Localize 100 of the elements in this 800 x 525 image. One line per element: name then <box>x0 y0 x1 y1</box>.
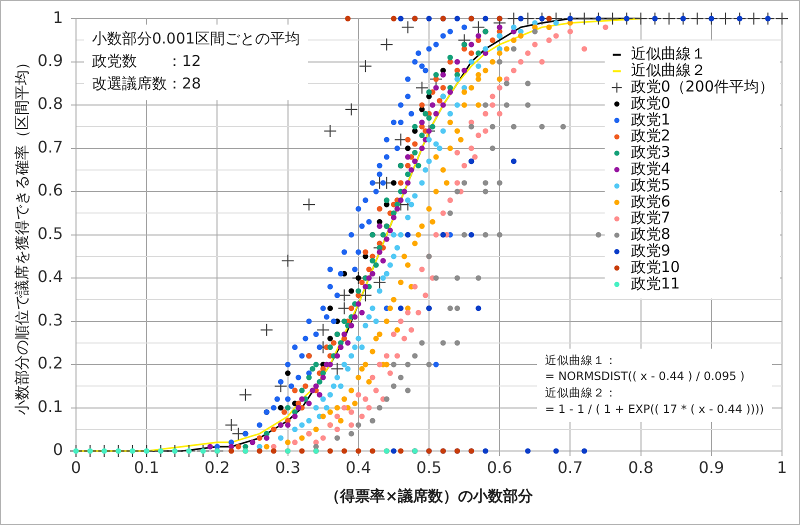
point <box>510 24 517 30</box>
point <box>299 422 305 428</box>
point <box>546 16 552 22</box>
point <box>278 435 284 441</box>
point <box>320 374 326 380</box>
point <box>436 98 442 104</box>
point <box>348 430 354 437</box>
x-tick-label: 0 <box>70 458 82 477</box>
point <box>398 374 404 380</box>
point <box>292 414 298 420</box>
point <box>426 136 432 142</box>
point <box>387 262 393 268</box>
point <box>510 46 517 52</box>
point <box>362 284 368 290</box>
x-tick-label: 0.5 <box>416 458 442 477</box>
point <box>384 396 390 402</box>
point <box>433 275 439 281</box>
point <box>87 448 93 454</box>
point <box>341 362 348 368</box>
point <box>316 379 322 385</box>
point <box>292 388 298 394</box>
point <box>390 16 396 22</box>
point <box>101 448 108 454</box>
annotation: 小数部分0.001区間ごとの平均 <box>92 30 300 48</box>
point <box>348 322 354 328</box>
x-tick-label: 0.7 <box>557 458 583 477</box>
point <box>302 383 308 389</box>
point <box>352 344 358 350</box>
point <box>390 362 396 368</box>
point <box>380 275 386 281</box>
point <box>338 383 344 389</box>
point <box>433 84 439 91</box>
point <box>285 422 291 428</box>
point <box>462 180 468 186</box>
y-tick-label: 0.4 <box>38 267 63 286</box>
x-tick-label: 0.8 <box>628 458 654 477</box>
point <box>327 336 333 342</box>
point <box>356 422 362 428</box>
point <box>408 167 414 173</box>
point <box>200 448 206 454</box>
point <box>330 340 336 346</box>
point <box>596 232 602 238</box>
point <box>510 124 517 130</box>
point <box>454 16 460 22</box>
point <box>476 306 482 312</box>
point <box>390 180 396 186</box>
point <box>504 102 510 108</box>
point <box>356 275 362 281</box>
point <box>408 202 414 208</box>
point <box>440 340 446 346</box>
point <box>362 249 368 255</box>
y-tick-label: 0.5 <box>38 224 63 243</box>
x-tick-label: 0.9 <box>698 458 724 477</box>
point <box>376 404 382 411</box>
point <box>390 383 396 389</box>
point <box>380 258 386 264</box>
x-tick-label: 0.1 <box>134 458 160 477</box>
point <box>405 197 411 204</box>
point <box>306 374 312 380</box>
point <box>482 46 488 52</box>
point <box>390 214 396 220</box>
point <box>539 16 545 22</box>
point <box>426 158 432 164</box>
point <box>419 146 425 152</box>
point <box>366 266 372 272</box>
point <box>281 409 288 415</box>
point <box>560 124 566 130</box>
point <box>405 171 411 178</box>
point <box>390 254 396 260</box>
point <box>370 448 376 454</box>
point <box>433 72 439 78</box>
point <box>412 124 418 130</box>
point <box>398 16 404 22</box>
point <box>398 197 404 204</box>
point <box>370 306 376 312</box>
point <box>348 288 354 294</box>
point <box>405 180 411 186</box>
point <box>356 336 362 342</box>
point <box>285 404 291 411</box>
point <box>430 102 436 108</box>
point <box>250 440 256 446</box>
y-tick-label: 0.6 <box>38 180 63 200</box>
point <box>482 448 488 454</box>
point <box>708 16 714 22</box>
point <box>348 353 354 359</box>
point <box>390 448 396 454</box>
point <box>341 331 348 338</box>
legend-label: 近似曲線２ <box>630 61 706 80</box>
point <box>356 448 362 454</box>
x-tick-label: 0.3 <box>275 458 301 477</box>
point <box>426 128 432 134</box>
point <box>490 124 496 130</box>
point <box>116 448 122 454</box>
point <box>426 362 432 368</box>
point <box>345 340 351 346</box>
annotation: 近似曲線２： <box>545 386 618 400</box>
point <box>376 288 382 294</box>
point <box>553 20 559 26</box>
point <box>384 270 390 277</box>
point <box>313 404 319 411</box>
